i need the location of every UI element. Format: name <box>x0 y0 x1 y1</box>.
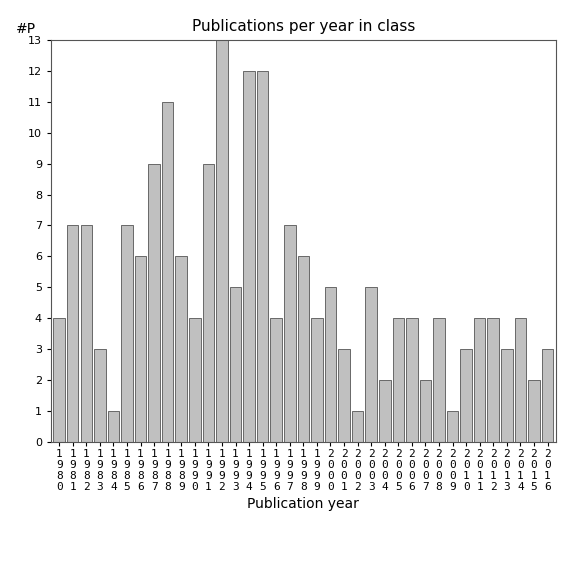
Bar <box>53 319 65 442</box>
Bar <box>135 256 146 442</box>
Text: #P: #P <box>16 22 36 36</box>
Bar <box>392 319 404 442</box>
Bar <box>243 71 255 442</box>
Title: Publications per year in class: Publications per year in class <box>192 19 415 35</box>
Bar <box>379 380 391 442</box>
Bar <box>447 411 458 442</box>
Bar <box>474 319 485 442</box>
Bar <box>365 287 377 442</box>
Bar <box>460 349 472 442</box>
Bar <box>488 319 499 442</box>
Bar <box>433 319 445 442</box>
X-axis label: Publication year: Publication year <box>247 497 359 511</box>
Bar <box>81 226 92 442</box>
Bar <box>94 349 105 442</box>
Bar <box>230 287 242 442</box>
Bar <box>67 226 78 442</box>
Bar <box>216 40 228 442</box>
Bar <box>176 256 187 442</box>
Bar <box>202 163 214 442</box>
Bar <box>162 101 174 442</box>
Bar <box>528 380 540 442</box>
Bar <box>352 411 363 442</box>
Bar <box>257 71 268 442</box>
Bar <box>325 287 336 442</box>
Bar <box>284 226 295 442</box>
Bar <box>121 226 133 442</box>
Bar <box>298 256 309 442</box>
Bar <box>420 380 431 442</box>
Bar <box>270 319 282 442</box>
Bar <box>311 319 323 442</box>
Bar <box>541 349 553 442</box>
Bar <box>406 319 418 442</box>
Bar <box>108 411 119 442</box>
Bar <box>189 319 201 442</box>
Bar <box>149 163 160 442</box>
Bar <box>338 349 350 442</box>
Bar <box>515 319 526 442</box>
Bar <box>501 349 513 442</box>
